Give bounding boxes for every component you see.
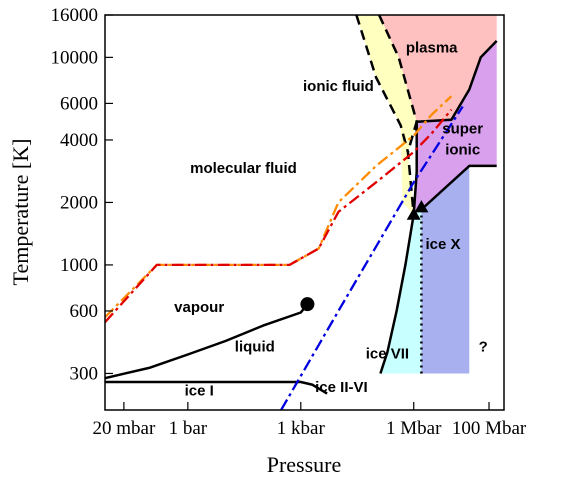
boundary-line-9 [105, 108, 453, 323]
x-tick-label: 1 bar [169, 418, 208, 439]
boundary-line-2 [105, 303, 309, 380]
boundary-line-10 [280, 105, 464, 410]
region-plasma [379, 15, 497, 122]
region-label-super: super [442, 120, 483, 137]
x-tick-label: 1 Mbar [386, 418, 442, 439]
region-label-ionic: ionic [445, 142, 480, 159]
boundary-line-6 [377, 15, 418, 153]
x-tick-label: 100 Mbar [452, 418, 527, 439]
phase-boundaries [105, 15, 498, 410]
region-ice-X [421, 165, 470, 374]
x-axis-ticks: 20 mbar 1 bar 1 kbar 1 Mbar 100 Mbar [92, 402, 527, 439]
boundary-line-3 [379, 40, 498, 374]
y-tick-label: 4000 [60, 130, 98, 151]
region-labels: plasma ionic fluid super ionic molecular flu… [174, 40, 488, 400]
boundary-line-4 [420, 164, 497, 211]
region-label-plasma: plasma [406, 40, 458, 57]
boundary-line-5 [355, 15, 415, 215]
region-label-ice-i: ice I [185, 383, 214, 400]
x-axis-title: Pressure [267, 452, 342, 477]
y-tick-label: 6000 [60, 93, 98, 114]
region-label-ice-vii: ice VII [366, 346, 409, 363]
y-tick-label: 300 [70, 363, 99, 384]
region-label-liquid: liquid [235, 338, 275, 355]
boundary-line-1 [105, 380, 328, 395]
region-label--: ? [479, 338, 488, 355]
region-label-ice-ii-vi: ice II-VI [315, 379, 368, 396]
region-label-ice-x: ice X [426, 236, 461, 253]
plot-frame [104, 14, 505, 411]
region-superionic [413, 40, 497, 215]
x-tick-label: 1 kbar [277, 418, 326, 439]
critical-points [300, 200, 429, 312]
region-label-molecular-fluid: molecular fluid [190, 160, 297, 177]
y-tick-label: 16000 [51, 5, 99, 26]
y-tick-label: 600 [70, 301, 99, 322]
triple-point-marker-2 [414, 200, 429, 213]
y-axis-title: Temperature [K] [8, 139, 33, 286]
y-tick-label: 10000 [51, 47, 99, 68]
y-tick-label: 1000 [60, 255, 98, 276]
region-label-ionic-fluid: ionic fluid [303, 78, 374, 95]
phase-regions [356, 15, 497, 374]
critical-point-marker [300, 297, 315, 312]
region-ionic-fluid [356, 15, 417, 215]
triple-point-marker-1 [406, 207, 421, 220]
y-axis-ticks: 300 600 1000 2000 4000 6000 10000 16000 [51, 5, 113, 384]
region-label-vapour: vapour [174, 299, 224, 316]
y-tick-label: 2000 [60, 192, 98, 213]
x-tick-label: 20 mbar [92, 418, 155, 439]
